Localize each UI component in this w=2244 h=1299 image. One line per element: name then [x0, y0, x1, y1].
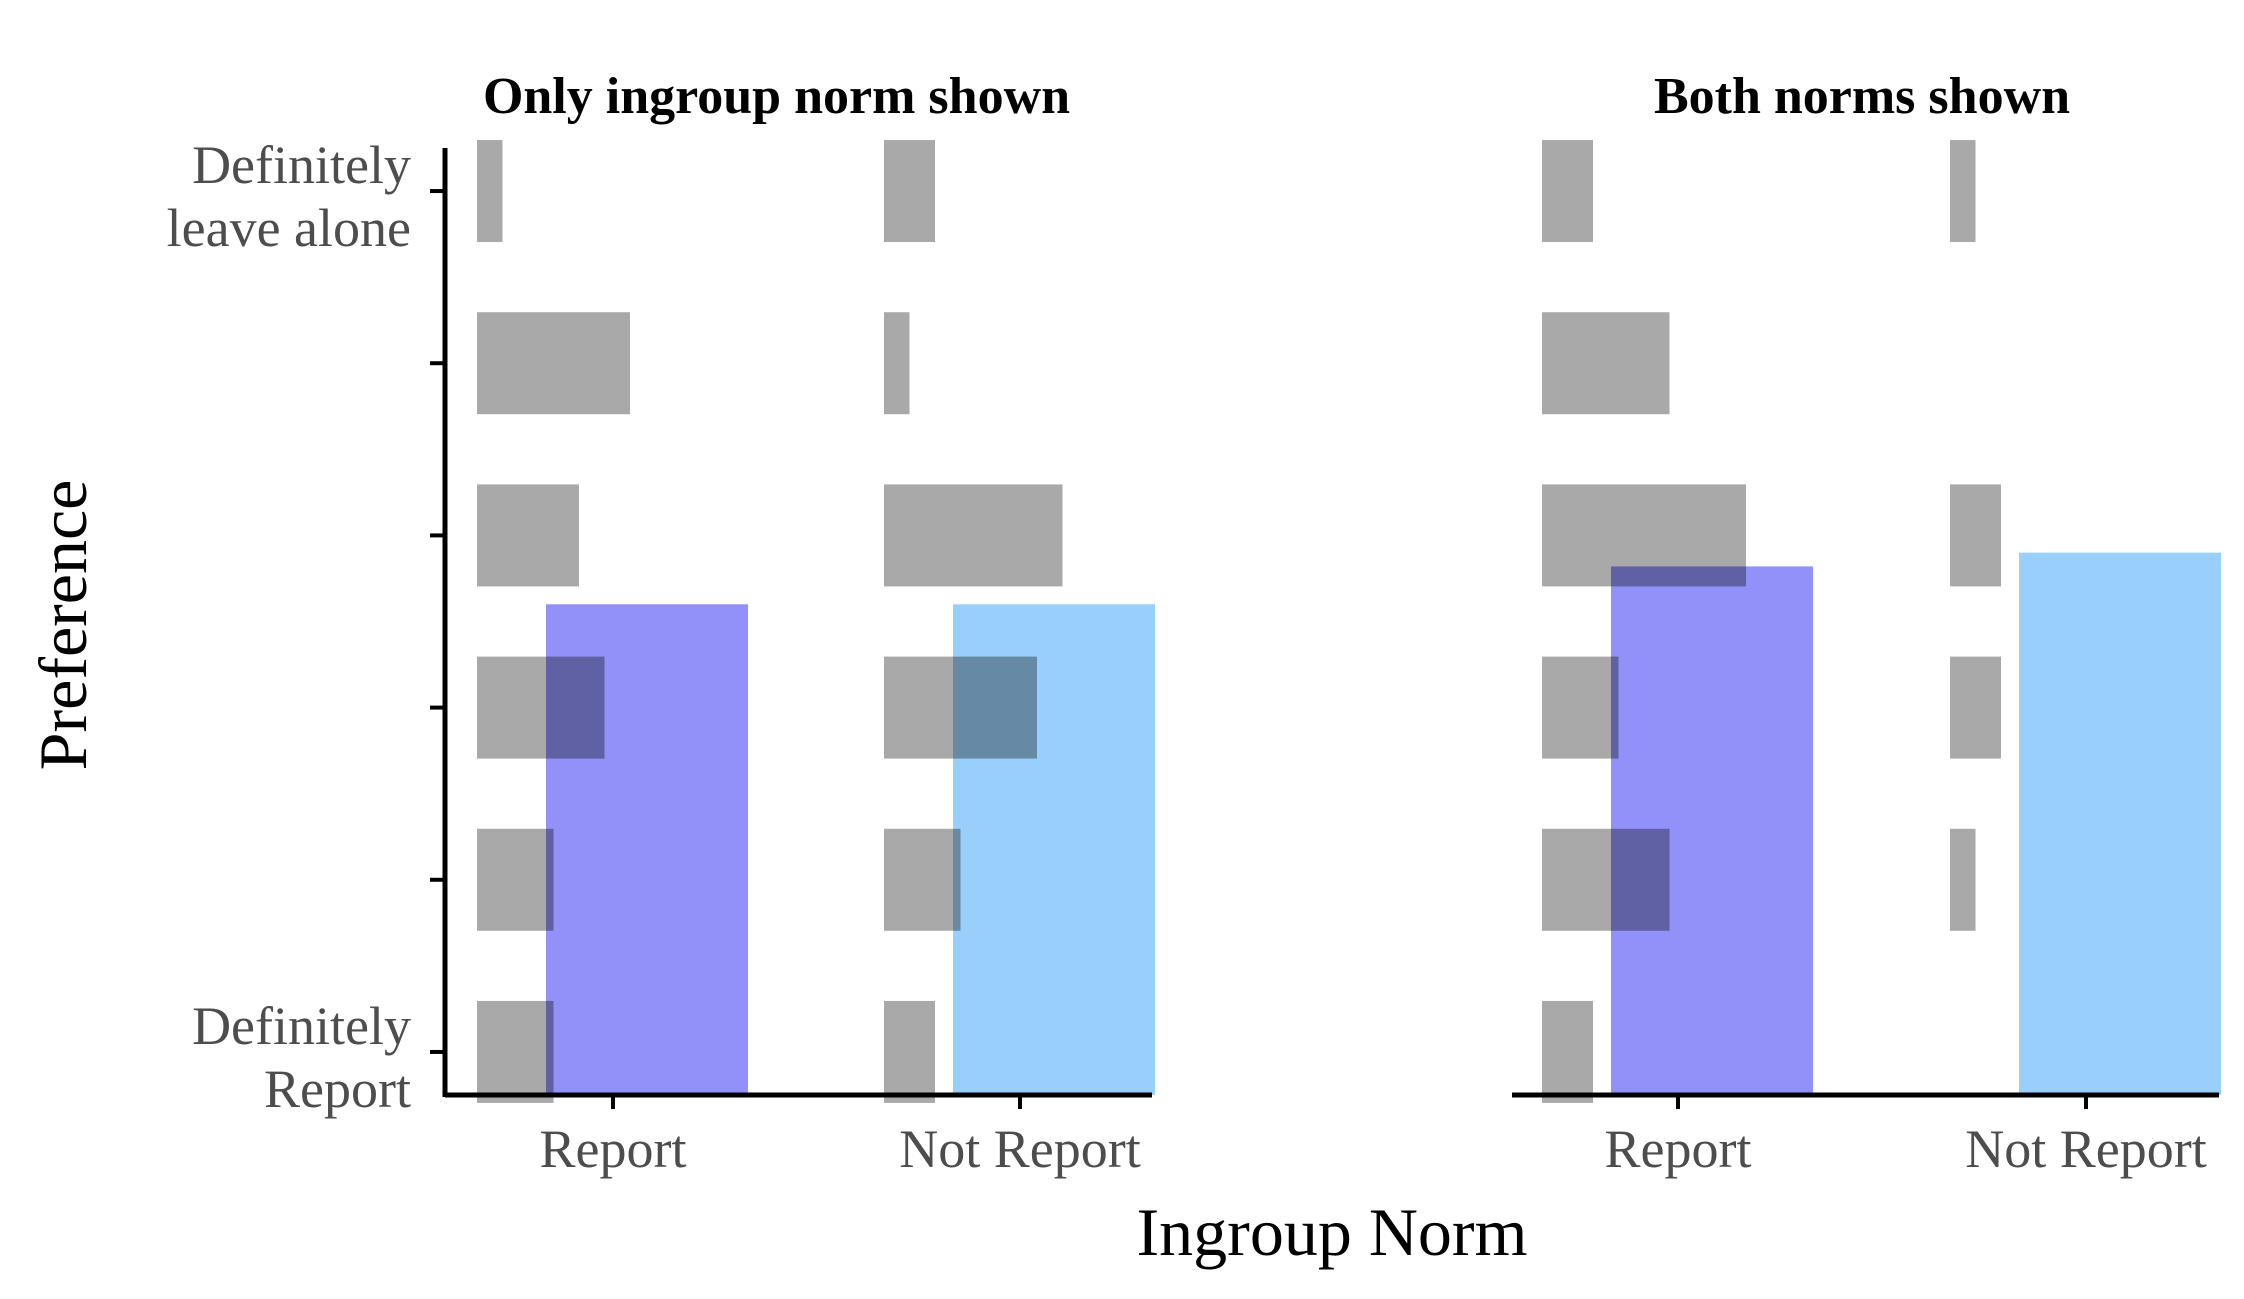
distribution-bar	[477, 1000, 554, 1103]
distribution-bar	[477, 312, 630, 415]
distribution-bar	[1542, 828, 1670, 931]
distribution-bar	[884, 656, 1037, 759]
distribution-bar	[477, 828, 554, 931]
distribution-bar	[884, 1000, 935, 1103]
y-tick-label: Definitely Report	[192, 996, 411, 1119]
panel-title: Only ingroup norm shown	[483, 68, 1070, 125]
distribution-bar	[884, 828, 961, 931]
distribution-bar	[477, 140, 503, 243]
distribution-bar	[1950, 484, 2001, 587]
x-tick-label: Not Report	[1965, 1119, 2206, 1179]
distribution-bar	[884, 484, 1063, 587]
distribution-bar	[1542, 1000, 1593, 1103]
distribution-bar	[1542, 140, 1593, 243]
distribution-bar	[1542, 656, 1619, 759]
y-axis: Definitely Report Definitely leave alone	[167, 135, 448, 1119]
x-axis-title: Ingroup Norm	[1137, 1194, 1528, 1270]
distribution-bar	[884, 312, 910, 415]
panel-only-ingroup: Only ingroup norm shown Report Not Report	[445, 68, 1155, 1179]
x-tick-label: Report	[540, 1119, 687, 1179]
distribution-bar	[1542, 312, 1670, 415]
distribution-bar	[884, 140, 935, 243]
panel-title: Both norms shown	[1654, 68, 2070, 125]
distribution-bar	[1542, 484, 1746, 587]
panel-both-norms: Both norms shown Report Not Report	[1512, 68, 2221, 1179]
distribution-bar	[477, 484, 579, 587]
distribution-bar	[1950, 828, 1976, 931]
y-axis-title: Preference	[25, 480, 101, 771]
x-tick-label: Not Report	[899, 1119, 1140, 1179]
distribution-bar	[1950, 656, 2001, 759]
distribution-bar	[1950, 140, 1976, 243]
distribution-bar	[477, 656, 605, 759]
x-tick-label: Report	[1605, 1119, 1752, 1179]
y-tick-label: Definitely leave alone	[167, 135, 411, 258]
mean-bar-not-report	[2019, 552, 2221, 1095]
